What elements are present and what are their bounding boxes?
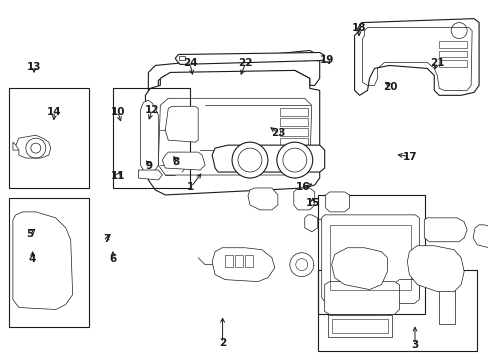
Text: 18: 18 (351, 23, 366, 33)
Bar (224, 255, 233, 267)
Bar (438, 41, 466, 48)
Circle shape (276, 142, 312, 178)
Polygon shape (145, 71, 319, 195)
Text: 2: 2 (219, 338, 226, 348)
Polygon shape (325, 192, 349, 212)
Text: 1: 1 (187, 182, 194, 192)
Text: 24: 24 (182, 58, 197, 68)
Text: 19: 19 (320, 55, 334, 65)
Bar (279, 128, 307, 136)
Polygon shape (175, 53, 324, 64)
Bar (279, 108, 307, 116)
Text: 17: 17 (402, 152, 417, 162)
Polygon shape (212, 248, 274, 282)
Bar (317, 270, 476, 351)
Polygon shape (304, 215, 317, 232)
Text: 20: 20 (383, 82, 397, 92)
Polygon shape (165, 106, 198, 142)
Bar (9, 198, 88, 328)
Bar (244, 255, 252, 267)
Text: 11: 11 (110, 171, 125, 181)
Text: 6: 6 (109, 254, 116, 264)
Polygon shape (212, 145, 324, 172)
Text: 4: 4 (29, 254, 36, 264)
Bar (331, 319, 387, 333)
Text: 14: 14 (47, 107, 61, 117)
Text: 5: 5 (26, 229, 34, 239)
Polygon shape (324, 282, 399, 315)
Circle shape (289, 253, 313, 276)
Polygon shape (407, 246, 463, 292)
Text: 3: 3 (410, 340, 418, 350)
Bar (279, 138, 307, 146)
Bar (329, 225, 410, 289)
Text: 22: 22 (238, 58, 252, 68)
Text: 16: 16 (295, 182, 309, 192)
Bar (279, 118, 307, 126)
Bar (317, 195, 425, 315)
Polygon shape (138, 170, 162, 180)
Text: 23: 23 (271, 129, 285, 138)
Text: 8: 8 (172, 157, 180, 167)
Text: 15: 15 (305, 198, 319, 208)
Bar (438, 285, 454, 324)
Polygon shape (331, 248, 386, 289)
Bar (438, 50, 466, 58)
Polygon shape (395, 280, 419, 303)
Polygon shape (472, 225, 488, 248)
Polygon shape (162, 152, 205, 170)
Circle shape (232, 142, 267, 178)
Text: 7: 7 (103, 234, 111, 244)
Text: 10: 10 (110, 107, 125, 117)
Bar (235, 255, 243, 267)
Polygon shape (293, 188, 314, 210)
Polygon shape (424, 218, 466, 242)
Bar (112, 88, 190, 188)
Polygon shape (148, 50, 319, 100)
Polygon shape (16, 135, 51, 158)
Text: 13: 13 (27, 62, 41, 72)
Text: 12: 12 (144, 105, 159, 115)
Polygon shape (247, 188, 277, 210)
Polygon shape (321, 215, 419, 302)
Polygon shape (140, 100, 158, 172)
Polygon shape (354, 19, 478, 95)
Text: 21: 21 (429, 58, 443, 68)
Bar (9, 88, 88, 188)
Polygon shape (13, 212, 73, 310)
Bar (438, 60, 466, 67)
Bar (179, 57, 185, 60)
Bar (327, 315, 392, 337)
Text: 9: 9 (145, 161, 153, 171)
